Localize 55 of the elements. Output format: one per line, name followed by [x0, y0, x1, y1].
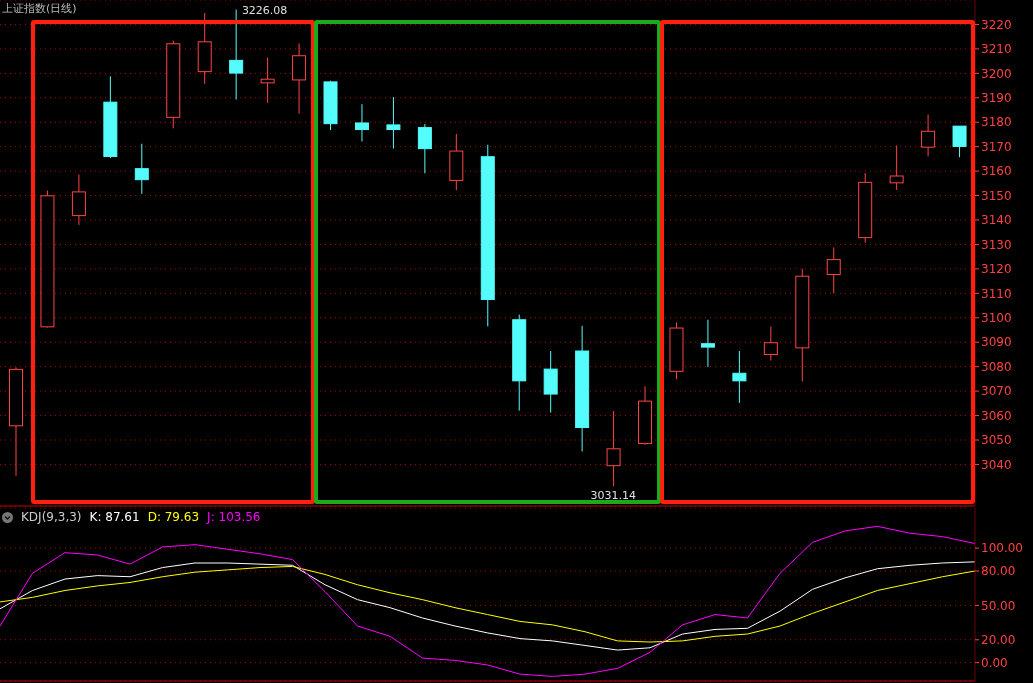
y-tick-label: 80.00 — [981, 564, 1016, 579]
candlestick — [354, 103, 369, 143]
candlestick — [229, 9, 244, 100]
candlestick — [197, 12, 212, 85]
annotation: 3031.14 — [590, 489, 637, 503]
candlestick — [700, 319, 715, 368]
candlestick — [889, 144, 904, 191]
text: K: 87.61 — [89, 510, 140, 524]
y-tick-label: 3040 — [981, 457, 1012, 472]
y-tick-label: 3180 — [981, 115, 1012, 130]
y-tick-label: 50.00 — [981, 598, 1016, 613]
candlestick — [71, 174, 86, 226]
candlestick — [543, 350, 558, 414]
chart-title: 上证指数(日线) — [2, 1, 77, 16]
candlestick — [858, 172, 873, 244]
y-tick-label: 3170 — [981, 139, 1012, 154]
y-tick-label: 3220 — [981, 17, 1012, 32]
candlestick — [449, 133, 464, 191]
annotation: 3226.08 — [241, 3, 288, 17]
candlestick — [606, 410, 621, 487]
candlestick — [763, 326, 778, 362]
y-tick-label: 100.00 — [981, 541, 1023, 556]
candlestick — [480, 144, 495, 327]
candlestick — [9, 366, 23, 477]
candlestick — [921, 113, 936, 157]
candlestick — [260, 56, 275, 104]
y-tick-label: 3120 — [981, 262, 1012, 277]
y-tick-label: 3130 — [981, 237, 1012, 252]
candlestick — [417, 123, 432, 174]
y-tick-label: 3160 — [981, 164, 1012, 179]
y-tick-label: 3100 — [981, 311, 1012, 326]
y-tick-label: 3080 — [981, 359, 1012, 374]
y-tick-label: 3200 — [981, 66, 1012, 81]
chart-title: KDJ(9,3,3) — [21, 510, 82, 524]
y-tick-label: 3070 — [981, 384, 1012, 399]
candlestick — [386, 96, 401, 150]
y-tick-label: 3110 — [981, 286, 1012, 301]
y-tick-label: 3210 — [981, 42, 1012, 57]
text: D: 79.63 — [147, 510, 200, 524]
candlestick — [732, 350, 747, 404]
candlestick — [134, 143, 149, 195]
series-label: J: 103.56 — [207, 510, 261, 524]
candlestick — [575, 325, 590, 452]
y-tick-label: 3050 — [981, 433, 1012, 448]
y-tick-label: 3060 — [981, 408, 1012, 423]
candlestick — [292, 43, 307, 115]
y-tick-label: 3150 — [981, 188, 1012, 203]
y-tick-label: 3140 — [981, 213, 1012, 228]
candlestick — [826, 246, 841, 294]
candlestick — [638, 385, 653, 444]
y-tick-label: 3090 — [981, 335, 1012, 350]
y-tick-label: 20.00 — [981, 633, 1016, 648]
y-tick-label: 3190 — [981, 91, 1012, 106]
y-tick-label: 0.00 — [981, 655, 1008, 670]
line-series — [0, 525, 976, 677]
